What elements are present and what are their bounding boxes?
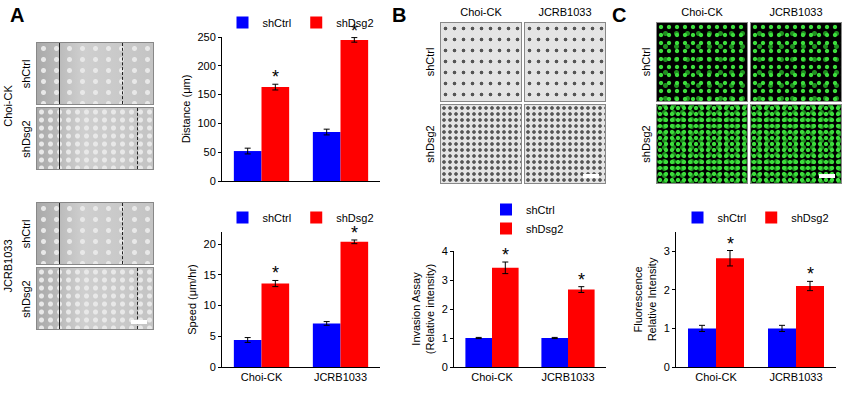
svg-text:10: 10 [204, 299, 216, 311]
html-text:JCRB1033: JCRB1033 [769, 6, 823, 18]
svg-text:*: * [502, 245, 509, 265]
html-text:Choi-CK: Choi-CK [2, 85, 14, 127]
svg-text:2: 2 [664, 284, 670, 296]
svg-text:*: * [351, 223, 358, 243]
svg-text:200: 200 [197, 60, 215, 72]
html-text:shDsg2: shDsg2 [20, 119, 32, 158]
svg-text:15: 15 [204, 269, 216, 281]
svg-text:Distance (μm): Distance (μm) [180, 75, 192, 144]
svg-text:0: 0 [442, 361, 448, 373]
svg-text:JCRB1033: JCRB1033 [769, 371, 822, 383]
svg-text:JCRB1033: JCRB1033 [314, 371, 367, 383]
html-text:A: A [10, 4, 25, 26]
svg-text:3: 3 [664, 245, 670, 257]
svg-text:Choi-CK: Choi-CK [471, 371, 513, 383]
svg-text:0: 0 [210, 175, 216, 187]
svg-text:shCtrl: shCtrl [718, 212, 747, 224]
svg-text:shDsg2: shDsg2 [526, 223, 563, 235]
svg-text:20: 20 [204, 238, 216, 250]
svg-text:shDsg2: shDsg2 [336, 212, 373, 224]
svg-text:2: 2 [442, 303, 448, 315]
svg-text:250: 250 [197, 31, 215, 43]
html-text:JCRB1033: JCRB1033 [2, 239, 14, 293]
svg-text:shCtrl: shCtrl [263, 17, 292, 29]
svg-text:0: 0 [210, 361, 216, 373]
html-text:Choi-CK: Choi-CK [460, 6, 502, 18]
html-text:shDsg2: shDsg2 [20, 279, 32, 318]
html-text:shDsg2: shDsg2 [424, 125, 436, 163]
svg-text:shCtrl: shCtrl [263, 212, 292, 224]
svg-text:3: 3 [442, 274, 448, 286]
svg-text:*: * [807, 264, 814, 284]
html-text:B: B [392, 4, 407, 26]
html-text:JCRB1033: JCRB1033 [538, 6, 592, 18]
svg-text:*: * [351, 21, 358, 41]
svg-text:50: 50 [204, 146, 216, 158]
svg-text:*: * [578, 270, 585, 290]
html-text:shCtrl: shCtrl [424, 47, 436, 77]
svg-text:shDsg2: shDsg2 [791, 212, 828, 224]
html-text:shCtrl: shCtrl [20, 59, 32, 88]
svg-text:shCtrl: shCtrl [526, 204, 555, 216]
svg-text:FluorescenceRelative Intensity: FluorescenceRelative Intensity [632, 257, 658, 341]
html-text:shDsg2: shDsg2 [640, 125, 652, 163]
svg-text:Invasion Assay(Relative intens: Invasion Assay(Relative intensity) [410, 264, 436, 354]
svg-text:4: 4 [442, 245, 448, 257]
svg-text:1: 1 [442, 332, 448, 344]
svg-text:100: 100 [197, 117, 215, 129]
svg-text:Choi-CK: Choi-CK [241, 371, 283, 383]
svg-text:Speed (μm/hr): Speed (μm/hr) [186, 264, 198, 335]
svg-text:1: 1 [664, 322, 670, 334]
html-text:C: C [612, 4, 627, 26]
svg-text:0: 0 [664, 361, 670, 373]
html-text:shCtrl: shCtrl [640, 47, 652, 77]
svg-text:Choi-CK: Choi-CK [695, 371, 737, 383]
svg-text:JCRB1033: JCRB1033 [541, 371, 594, 383]
html-text:shCtrl: shCtrl [20, 219, 32, 248]
svg-text:*: * [272, 263, 279, 283]
svg-text:150: 150 [197, 88, 215, 100]
svg-text:shDsg2: shDsg2 [336, 17, 373, 29]
svg-text:*: * [727, 234, 734, 254]
svg-text:5: 5 [210, 330, 216, 342]
svg-text:*: * [272, 67, 279, 87]
html-text:Choi-CK: Choi-CK [681, 6, 723, 18]
